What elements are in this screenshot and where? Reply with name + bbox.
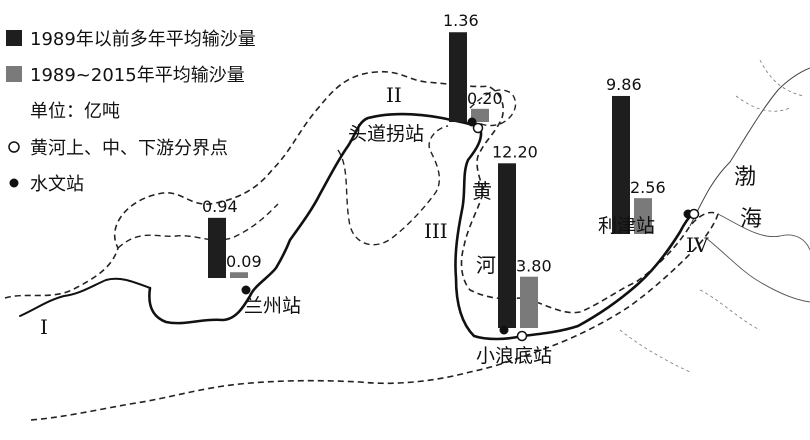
sea-label-char-2: 海	[740, 207, 762, 232]
legend-unit: 单位：亿吨	[30, 101, 120, 122]
legend-swatch-post-1989	[6, 66, 22, 82]
value-label-post-2: 3.80	[516, 257, 552, 276]
value-label-post-1: 0.20	[467, 89, 503, 108]
boundary-point-marker-2	[516, 330, 528, 342]
station-label-3: 利津站	[598, 215, 655, 237]
basin-sub-boundary-middle	[337, 125, 449, 246]
legend-post-1989: 1989~2015年平均输沙量	[30, 65, 245, 86]
legend-hydro-station-icon	[9, 178, 19, 188]
sediment-bars: 0.94 0.09 1.36 0.20 12.20 3.80 9.86 2.56	[202, 11, 666, 328]
hydro-station-marker-0	[241, 285, 251, 295]
legend: 1989年以前多年平均输沙量 1989~2015年平均输沙量 单位：亿吨 黄河上…	[6, 29, 256, 195]
province-lines	[619, 59, 805, 373]
bar-pre-1989-2	[498, 163, 516, 328]
value-label-pre-1: 1.36	[443, 11, 479, 30]
region-label-III: III	[424, 219, 448, 243]
value-label-pre-2: 12.20	[492, 142, 538, 161]
bar-post-1989-0	[230, 272, 248, 278]
legend-boundary-point-icon	[8, 141, 20, 153]
value-label-post-0: 0.09	[226, 252, 262, 271]
yellow-river-source	[19, 277, 151, 317]
legend-boundary-point: 黄河上、中、下游分界点	[30, 138, 228, 159]
bar-pre-1989-0	[208, 217, 226, 278]
region-label-I: I	[40, 315, 48, 339]
boundary-point-marker-1	[472, 122, 484, 134]
bar-pre-1989-3	[612, 95, 630, 235]
value-label-pre-3: 9.86	[606, 75, 642, 94]
legend-pre-1989: 1989年以前多年平均输沙量	[30, 29, 256, 50]
basin-sub-boundary-loop	[469, 89, 517, 127]
basin-boundary	[4, 70, 719, 421]
value-label-post-3: 2.56	[630, 178, 666, 197]
basin-sub-boundary-upper	[117, 203, 279, 249]
bar-post-1989-2	[520, 276, 538, 328]
sea-label-char-1: 渤	[734, 165, 756, 190]
legend-swatch-pre-1989	[6, 30, 22, 46]
coastline-peninsula	[705, 213, 810, 303]
region-label-IV: IV	[686, 233, 709, 257]
hydro-station-marker-1	[467, 117, 477, 127]
station-label-0: 兰州站	[244, 295, 301, 317]
bar-post-1989-3	[634, 198, 652, 234]
legend-hydro-station: 水文站	[30, 174, 84, 195]
station-label-1: 头道拐站	[348, 123, 424, 145]
bar-pre-1989-1	[449, 32, 467, 122]
river-label-char-1: 黄	[472, 179, 492, 203]
river-label-char-2: 河	[476, 253, 496, 277]
boundary-point-marker-3	[688, 208, 700, 220]
value-label-pre-0: 0.94	[202, 197, 238, 216]
hydro-station-marker-2	[499, 325, 509, 335]
bar-post-1989-1	[471, 108, 489, 122]
region-label-II: II	[386, 83, 402, 107]
coastline	[689, 67, 810, 227]
station-label-2: 小浪底站	[476, 345, 552, 367]
